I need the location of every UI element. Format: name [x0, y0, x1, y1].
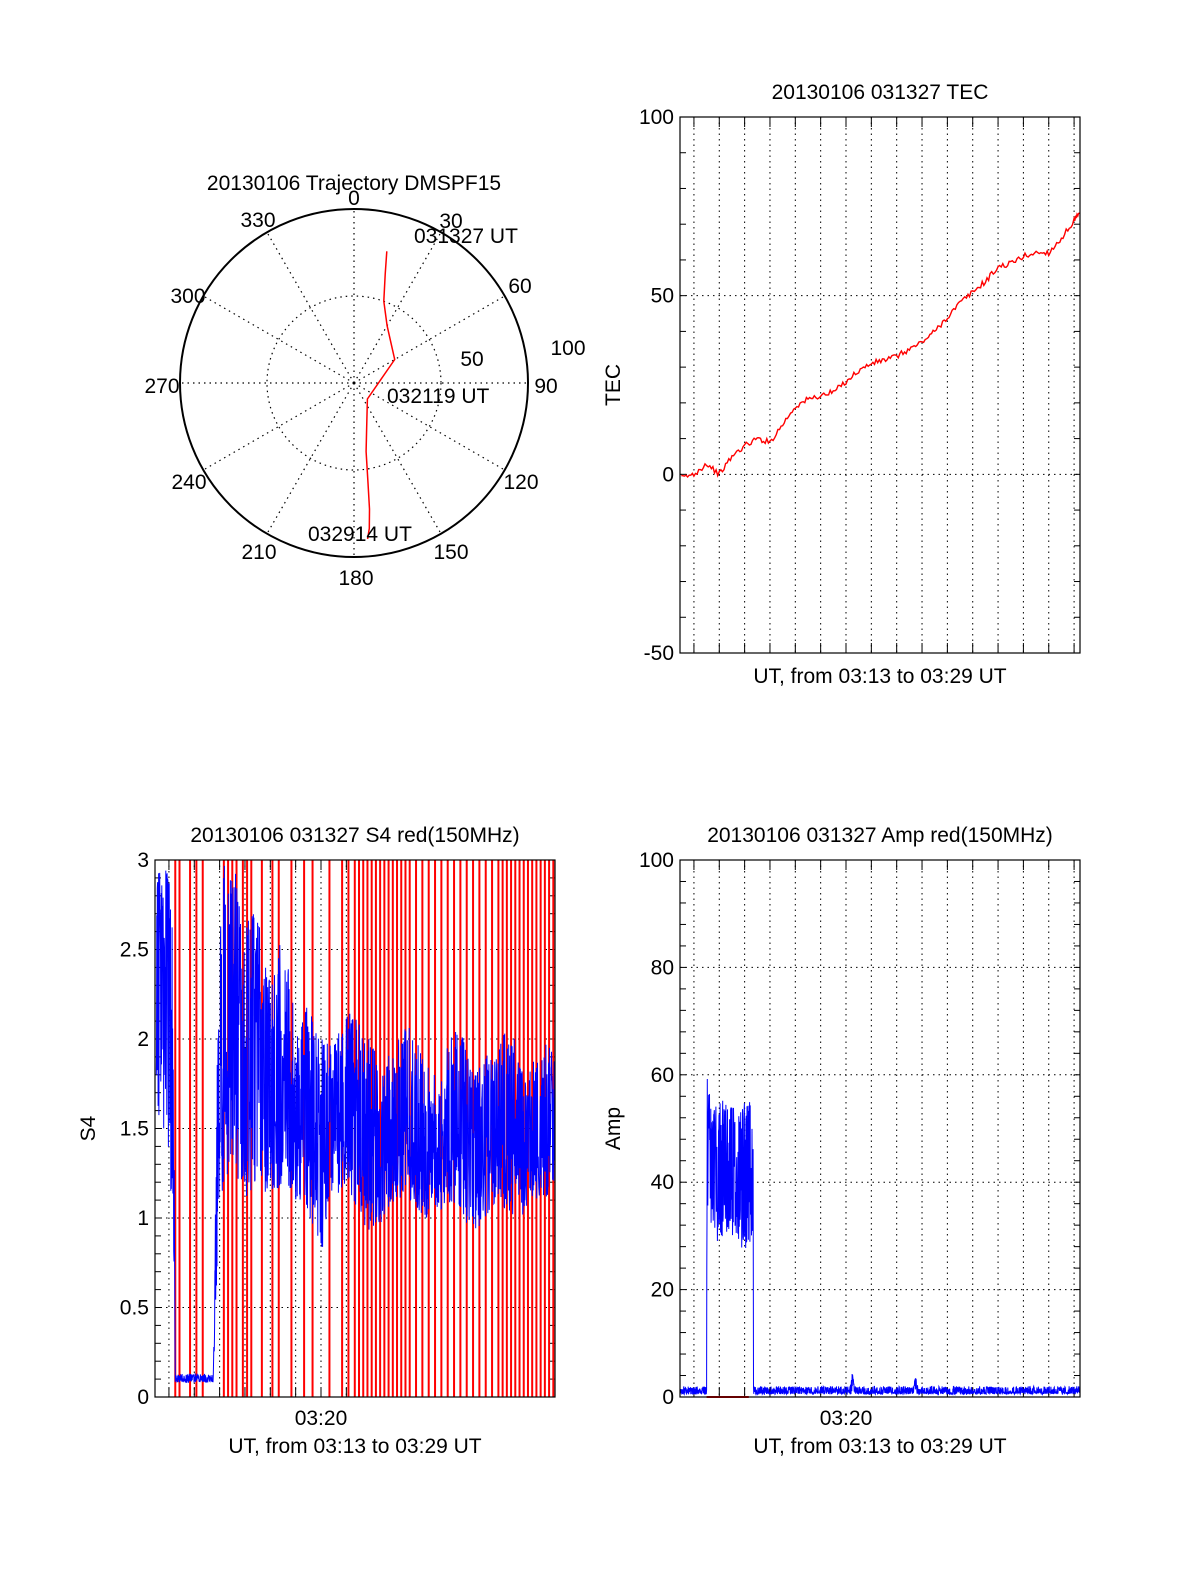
x-tick-label: 03:20 [295, 1407, 348, 1430]
grid-spoke [203, 295, 355, 384]
grid-circle [266, 295, 442, 471]
y-tick-label: 100 [639, 106, 674, 129]
angle-tick-label: 270 [144, 375, 179, 398]
x-axis-label: UT, from 03:13 to 03:29 UT [753, 665, 1006, 688]
y-tick-label: 40 [651, 1171, 674, 1194]
grid-spoke [353, 232, 442, 384]
angle-tick-label: 120 [503, 471, 538, 494]
y-tick-label: 0 [137, 1386, 149, 1409]
polar-outer-circle [179, 208, 529, 558]
angle-tick-label: 240 [171, 471, 206, 494]
y-tick-label: -50 [644, 642, 674, 665]
series-line [155, 865, 556, 1383]
y-tick-label: 2 [137, 1028, 149, 1051]
y-tick-label: 0 [662, 463, 674, 486]
plot-frame [154, 859, 556, 1398]
angle-tick-label: 330 [240, 209, 275, 232]
y-tick-label: 50 [651, 285, 674, 308]
grid-spoke [266, 232, 355, 384]
series-line [679, 1078, 1081, 1397]
radius-tick-label: 100 [550, 337, 585, 360]
y-tick-label: 80 [651, 956, 674, 979]
amp-line-chart: 20130106 031327 Amp red(150MHz) 0 20 40 60 80… [602, 824, 1081, 1458]
x-tick-label: 03:20 [820, 1407, 873, 1430]
s4-line-chart: 20130106 031327 S4 red(150MHz) 0 0.5 1 1.5 2 2… [77, 824, 556, 1458]
y-axis-label: Amp [602, 1107, 625, 1150]
plot-frame [679, 116, 1081, 654]
y-tick-label: 3 [137, 849, 149, 872]
y-axis-label: S4 [77, 1115, 100, 1141]
angle-tick-label: 150 [433, 541, 468, 564]
x-axis-label: UT, from 03:13 to 03:29 UT [753, 1435, 1006, 1458]
chart-title: 20130106 031327 S4 red(150MHz) [190, 824, 519, 847]
plot-frame [679, 859, 1081, 1398]
y-tick-label: 0 [662, 1386, 674, 1409]
grid-spoke [353, 295, 505, 384]
series-line [681, 212, 1081, 479]
angle-tick-label: 210 [241, 541, 276, 564]
y-axis-label: TEC [602, 364, 625, 406]
grid-spoke [203, 382, 355, 471]
y-tick-label: 2.5 [120, 939, 149, 962]
y-tick-label: 100 [639, 849, 674, 872]
x-axis-label: UT, from 03:13 to 03:29 UT [228, 1435, 481, 1458]
time-annotation: 031327 UT [414, 225, 518, 248]
time-annotation: 032119 UT [387, 385, 490, 408]
grid-spoke [353, 382, 442, 534]
chart-title: 20130106 Trajectory DMSPF15 [207, 172, 501, 195]
y-tick-label: 1.5 [120, 1118, 149, 1141]
grid-spoke [266, 382, 355, 534]
angle-tick-label: 90 [534, 375, 557, 398]
radius-tick-label: 50 [460, 348, 483, 371]
y-tick-label: 20 [651, 1279, 674, 1302]
tec-line-chart: 20130106 031327 TEC -50 0 50 100 UT, from 03:… [602, 81, 1081, 688]
angle-tick-label: 300 [170, 285, 205, 308]
y-tick-label: 60 [651, 1064, 674, 1087]
time-annotation: 032914 UT [308, 523, 412, 546]
y-tick-label: 1 [137, 1207, 149, 1230]
y-tick-label: 0.5 [120, 1297, 149, 1320]
angle-tick-label: 30 [439, 210, 462, 233]
angle-tick-label: 180 [338, 567, 373, 590]
grid-spoke [353, 382, 505, 471]
angle-tick-label: 60 [508, 275, 531, 298]
chart-title: 20130106 031327 Amp red(150MHz) [707, 824, 1053, 847]
angle-tick-label: 0 [348, 187, 360, 210]
chart-title: 20130106 031327 TEC [772, 81, 989, 104]
trajectory-line [365, 251, 396, 540]
